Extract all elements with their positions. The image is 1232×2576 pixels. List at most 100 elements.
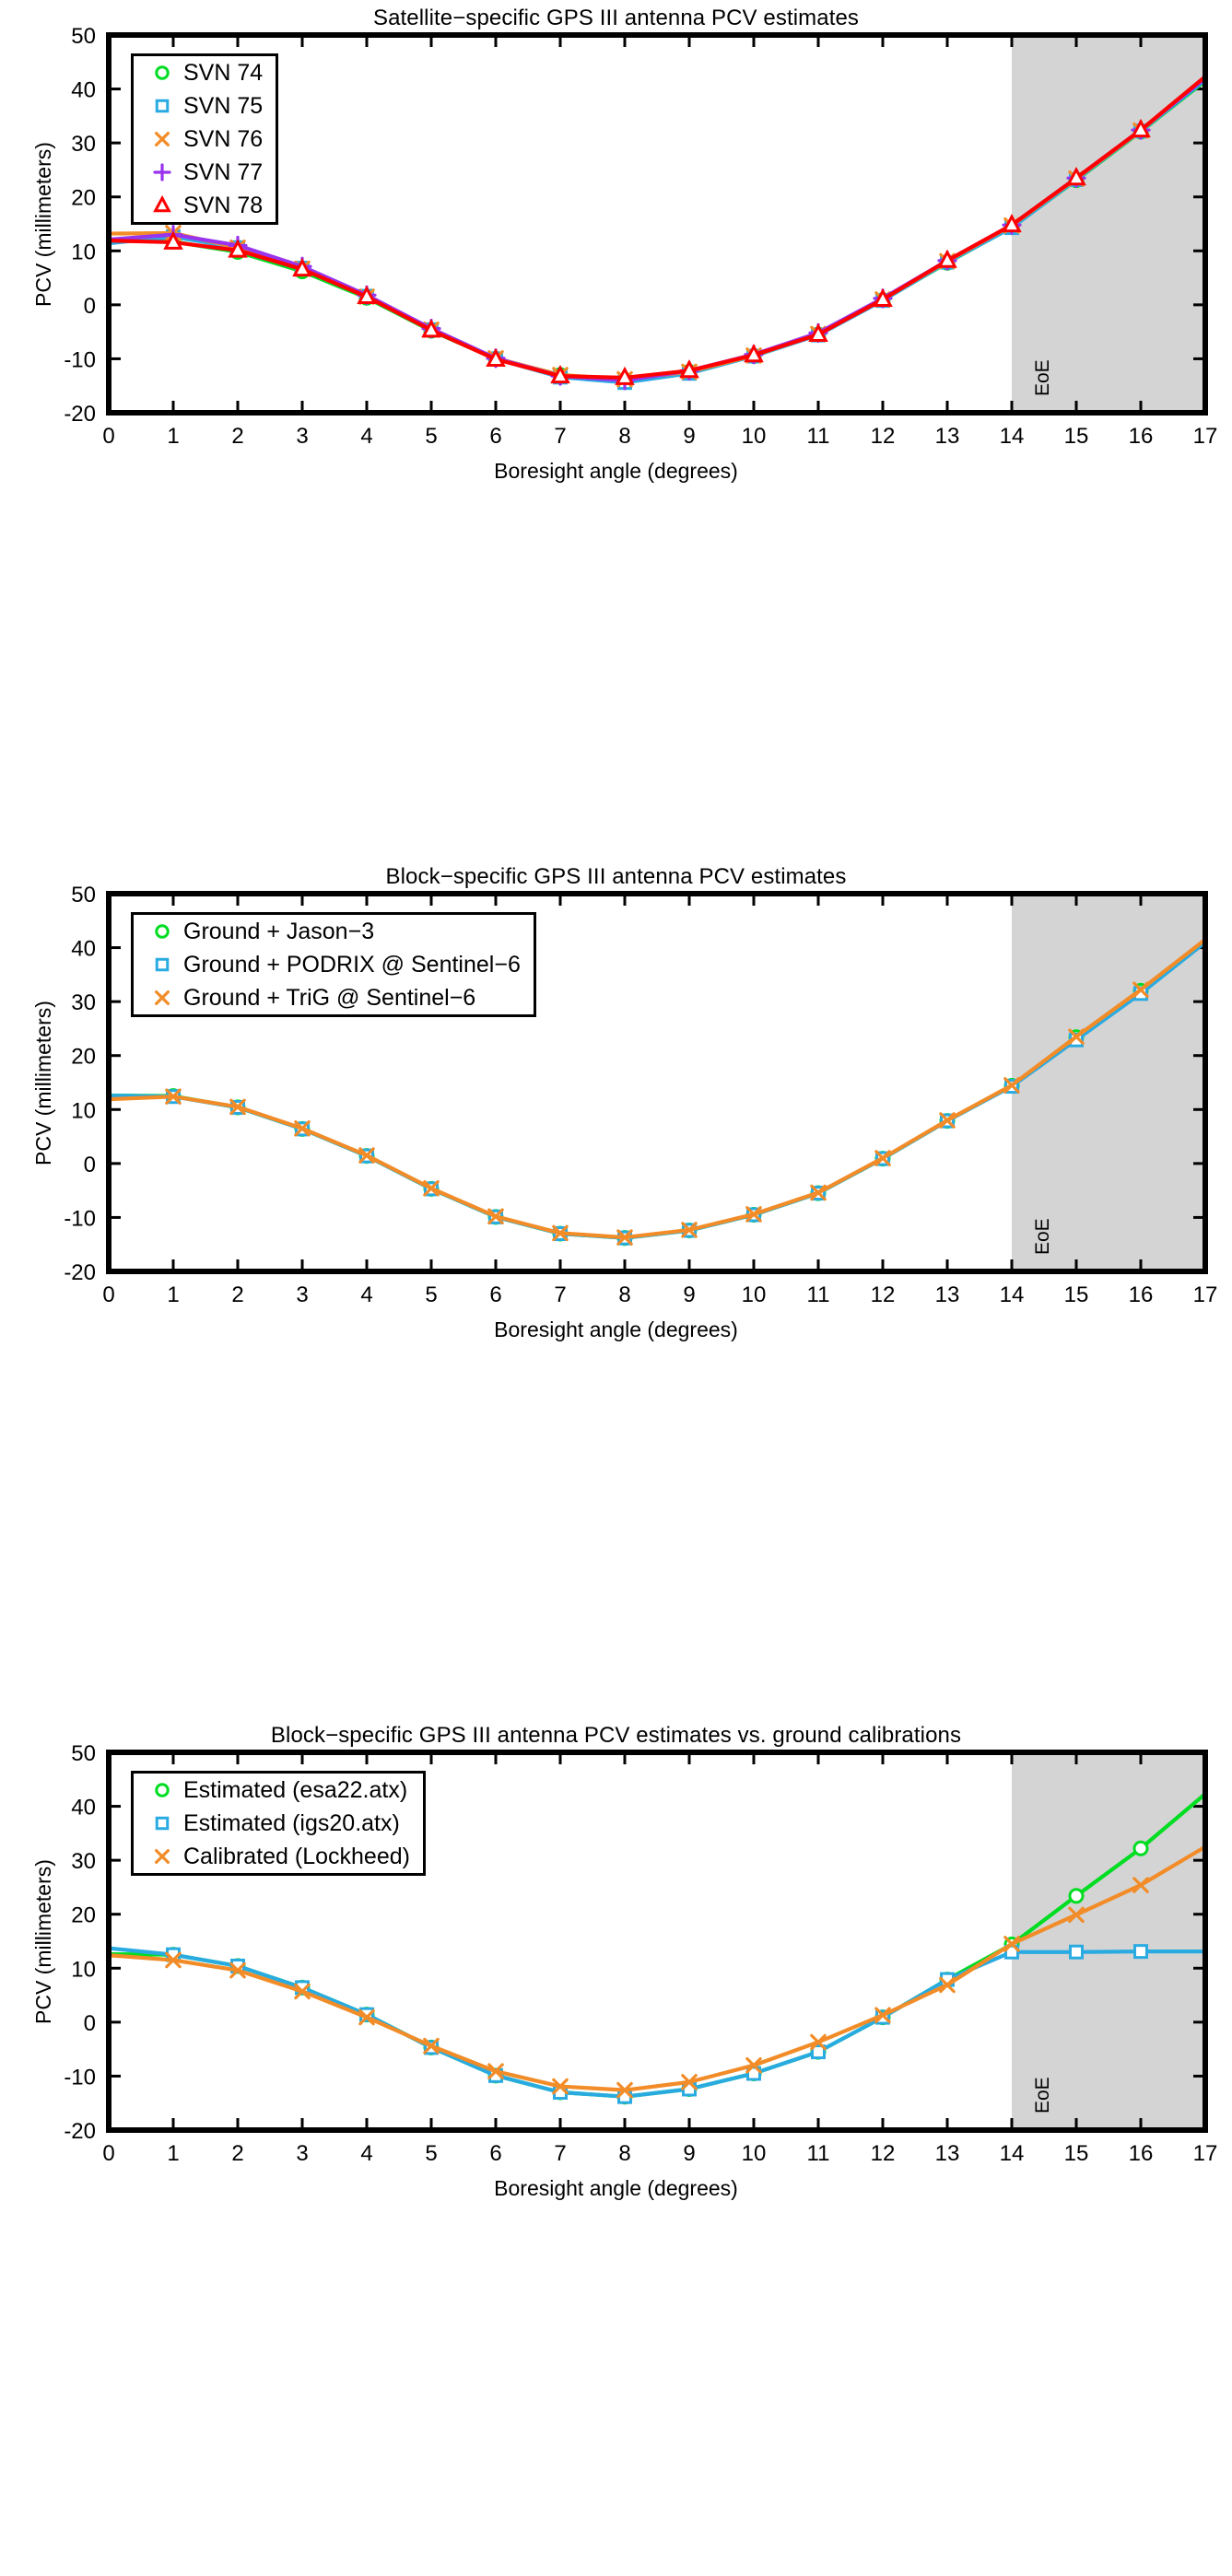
svg-text:3: 3 bbox=[296, 424, 308, 449]
svg-text:10: 10 bbox=[742, 2141, 767, 2166]
svg-text:6: 6 bbox=[489, 2141, 501, 2166]
cross-legend-marker-icon bbox=[155, 132, 170, 146]
svg-text:14: 14 bbox=[1000, 424, 1025, 449]
svg-text:10: 10 bbox=[71, 1098, 96, 1123]
svg-text:50: 50 bbox=[71, 883, 96, 907]
legend-item-1[interactable]: SVN 75 bbox=[134, 89, 276, 123]
chart-3-x-axis-title: Boresight angle (degrees) bbox=[494, 2176, 738, 2200]
eoe-shaded-region bbox=[1012, 1752, 1205, 2130]
series-2 bbox=[106, 937, 1208, 1246]
legend-item-1[interactable]: Ground + PODRIX @ Sentinel−6 bbox=[134, 948, 534, 981]
svg-text:40: 40 bbox=[71, 937, 96, 962]
svg-text:15: 15 bbox=[1064, 2141, 1089, 2166]
svg-text:4: 4 bbox=[360, 424, 372, 449]
triangle-legend-marker-icon bbox=[153, 194, 171, 213]
svg-text:12: 12 bbox=[871, 1282, 896, 1307]
chart-1-x-axis-title: Boresight angle (degrees) bbox=[494, 459, 738, 483]
chart-1-y-axis-title: PCV (millimeters) bbox=[31, 142, 55, 307]
cross-icon bbox=[147, 127, 178, 151]
legend-item-label: Calibrated (Lockheed) bbox=[183, 1843, 410, 1869]
chart-3-eoe-annotation: EoE bbox=[1032, 2077, 1053, 2113]
svg-text:6: 6 bbox=[489, 1282, 501, 1307]
chart-1-eoe-annotation: EoE bbox=[1032, 359, 1053, 396]
plot-frame bbox=[106, 891, 1208, 1274]
svg-text:0: 0 bbox=[84, 294, 96, 319]
svg-text:9: 9 bbox=[683, 2141, 695, 2166]
svg-text:15: 15 bbox=[1064, 1282, 1089, 1307]
svg-text:20: 20 bbox=[71, 1903, 96, 1928]
legend-item-4[interactable]: SVN 78 bbox=[134, 189, 276, 222]
chart-panel-1: Satellite−specific GPS III antenna PCV e… bbox=[0, 0, 1232, 859]
svg-text:13: 13 bbox=[935, 1282, 960, 1307]
svg-text:3: 3 bbox=[296, 2141, 308, 2166]
square-icon bbox=[147, 94, 178, 118]
svg-text:7: 7 bbox=[554, 424, 566, 449]
legend-item-0[interactable]: Estimated (esa22.atx) bbox=[134, 1774, 423, 1807]
svg-text:15: 15 bbox=[1064, 424, 1089, 449]
svg-text:11: 11 bbox=[807, 424, 830, 449]
chart-2-plot-area: -20 -10 0 10 20 30 40 50 0 1 2 3 4 5 6 7 8 9 10 11 12 13 14 15 1… bbox=[0, 859, 1232, 1717]
svg-text:17: 17 bbox=[1193, 2141, 1218, 2166]
svg-text:12: 12 bbox=[871, 424, 896, 449]
legend-item-2[interactable]: Ground + TriG @ Sentinel−6 bbox=[134, 981, 534, 1014]
plus-icon bbox=[147, 160, 178, 184]
circle-legend-marker-icon bbox=[155, 1783, 170, 1797]
legend-item-0[interactable]: SVN 74 bbox=[134, 56, 276, 89]
chart-3-title: Block−specific GPS III antenna PCV estim… bbox=[270, 1723, 962, 1748]
circle-icon bbox=[147, 1778, 178, 1802]
legend-item-1[interactable]: Estimated (igs20.atx) bbox=[134, 1807, 423, 1840]
svg-text:0: 0 bbox=[84, 1153, 96, 1177]
legend-item-2[interactable]: SVN 76 bbox=[134, 123, 276, 156]
legend-item-0[interactable]: Ground + Jason−3 bbox=[134, 915, 534, 948]
chart-2-legend: Ground + Jason−3 Ground + PODRIX @ Sentin… bbox=[131, 912, 536, 1017]
circle-legend-marker-icon bbox=[155, 924, 170, 939]
legend-item-label: SVN 75 bbox=[183, 92, 264, 119]
triangle-icon bbox=[147, 193, 178, 217]
svg-text:11: 11 bbox=[807, 1282, 830, 1307]
svg-text:16: 16 bbox=[1129, 424, 1154, 449]
cross-legend-marker-icon bbox=[155, 1849, 170, 1864]
square-icon bbox=[147, 953, 178, 977]
legend-item-2[interactable]: Calibrated (Lockheed) bbox=[134, 1840, 423, 1873]
svg-text:5: 5 bbox=[425, 1282, 437, 1307]
svg-text:5: 5 bbox=[425, 424, 437, 449]
legend-item-3[interactable]: SVN 77 bbox=[134, 156, 276, 189]
svg-text:30: 30 bbox=[71, 990, 96, 1015]
svg-text:16: 16 bbox=[1129, 2141, 1154, 2166]
chart-1-title: Satellite−specific GPS III antenna PCV e… bbox=[372, 6, 860, 30]
svg-text:14: 14 bbox=[1000, 1282, 1025, 1307]
legend-item-label: SVN 74 bbox=[183, 59, 264, 86]
legend-item-label: Estimated (esa22.atx) bbox=[183, 1776, 408, 1803]
legend-item-label: Ground + TriG @ Sentinel−6 bbox=[183, 984, 476, 1011]
svg-text:50: 50 bbox=[71, 1741, 96, 1766]
svg-text:-10: -10 bbox=[64, 347, 96, 372]
svg-text:17: 17 bbox=[1193, 424, 1218, 449]
plot-frame bbox=[106, 1750, 1208, 2133]
svg-text:4: 4 bbox=[360, 2141, 372, 2166]
series-4 bbox=[106, 75, 1208, 385]
chart-1-plot-area: -20 -10 0 10 20 30 40 50 0 1 2 3 4 5 6 7 8 9 10 11 12 13 14 15 1… bbox=[0, 0, 1232, 859]
svg-text:2: 2 bbox=[231, 424, 243, 449]
legend-item-label: SVN 77 bbox=[183, 158, 264, 185]
svg-text:12: 12 bbox=[871, 2141, 896, 2166]
plot-frame bbox=[106, 32, 1208, 416]
svg-text:10: 10 bbox=[742, 424, 767, 449]
svg-text:11: 11 bbox=[807, 2141, 830, 2166]
circle-icon bbox=[147, 919, 178, 943]
chart-panel-3: Block−specific GPS III antenna PCV estim… bbox=[0, 1717, 1232, 2576]
svg-text:2: 2 bbox=[231, 1282, 243, 1307]
square-legend-marker-icon bbox=[155, 957, 170, 972]
chart-2-y-axis-title: PCV (millimeters) bbox=[31, 1001, 55, 1165]
chart-3-legend: Estimated (esa22.atx) Estimated (igs20.at… bbox=[131, 1771, 426, 1876]
svg-text:20: 20 bbox=[71, 186, 96, 211]
svg-text:-20: -20 bbox=[64, 1260, 96, 1285]
svg-text:8: 8 bbox=[618, 1282, 630, 1307]
svg-text:7: 7 bbox=[554, 1282, 566, 1307]
svg-text:3: 3 bbox=[296, 1282, 308, 1307]
svg-text:30: 30 bbox=[71, 1849, 96, 1874]
legend-item-label: Ground + Jason−3 bbox=[183, 918, 375, 944]
